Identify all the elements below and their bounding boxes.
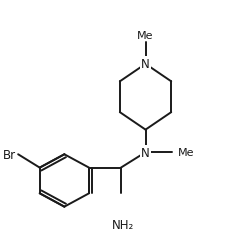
Text: Me: Me bbox=[137, 31, 154, 41]
Text: N: N bbox=[141, 58, 150, 71]
Text: N: N bbox=[141, 146, 150, 159]
Text: NH₂: NH₂ bbox=[112, 218, 134, 231]
Text: Me: Me bbox=[177, 148, 194, 158]
Text: Br: Br bbox=[3, 148, 16, 161]
